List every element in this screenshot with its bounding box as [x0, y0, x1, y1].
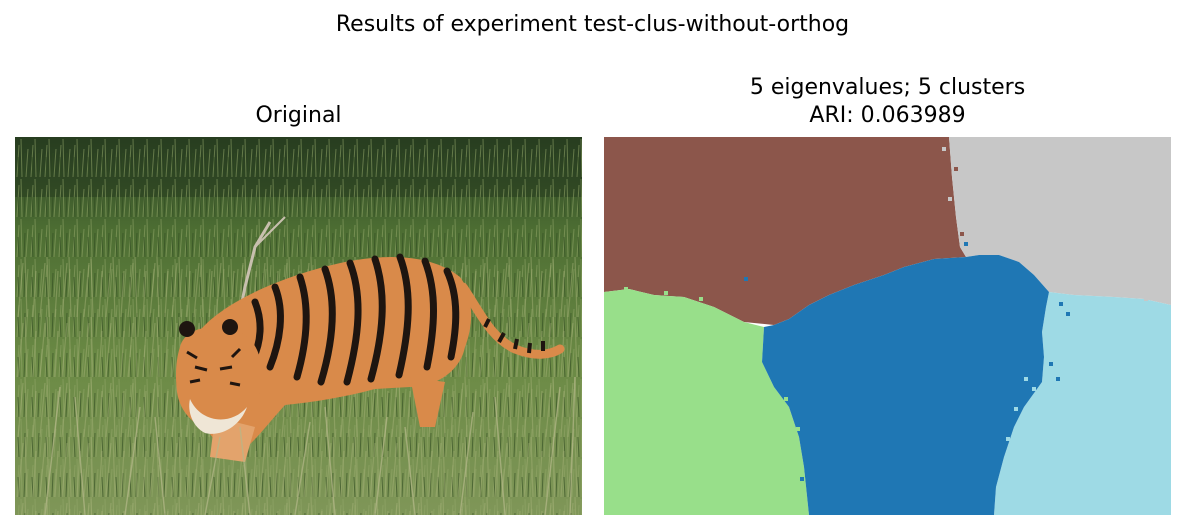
cluster-region-light-blue	[994, 292, 1171, 515]
cluster-region-blue	[762, 255, 1049, 515]
segmentation-panel	[604, 137, 1171, 515]
original-image-panel	[15, 137, 582, 515]
tiger-ear-right	[222, 319, 238, 335]
panel-title-ari: ARI: 0.063989	[809, 103, 966, 128]
boundary-noise	[624, 147, 1148, 486]
tiger-head	[176, 327, 262, 429]
tiger-stripes	[249, 253, 460, 386]
panel-title-original: Original	[255, 103, 342, 128]
panel-title-clusters: 5 eigenvalues; 5 clusters	[749, 75, 1026, 100]
tiger-photograph	[15, 137, 582, 515]
segmentation-map	[604, 137, 1171, 515]
cluster-region-light-green	[604, 289, 809, 515]
cluster-region-brown	[604, 137, 966, 325]
cluster-region-gray	[949, 137, 1171, 305]
figure-suptitle: Results of experiment test-clus-without-…	[335, 12, 850, 37]
foreground-grass	[44, 376, 576, 515]
tiger-ear-left	[179, 321, 195, 337]
tiger	[176, 253, 565, 462]
